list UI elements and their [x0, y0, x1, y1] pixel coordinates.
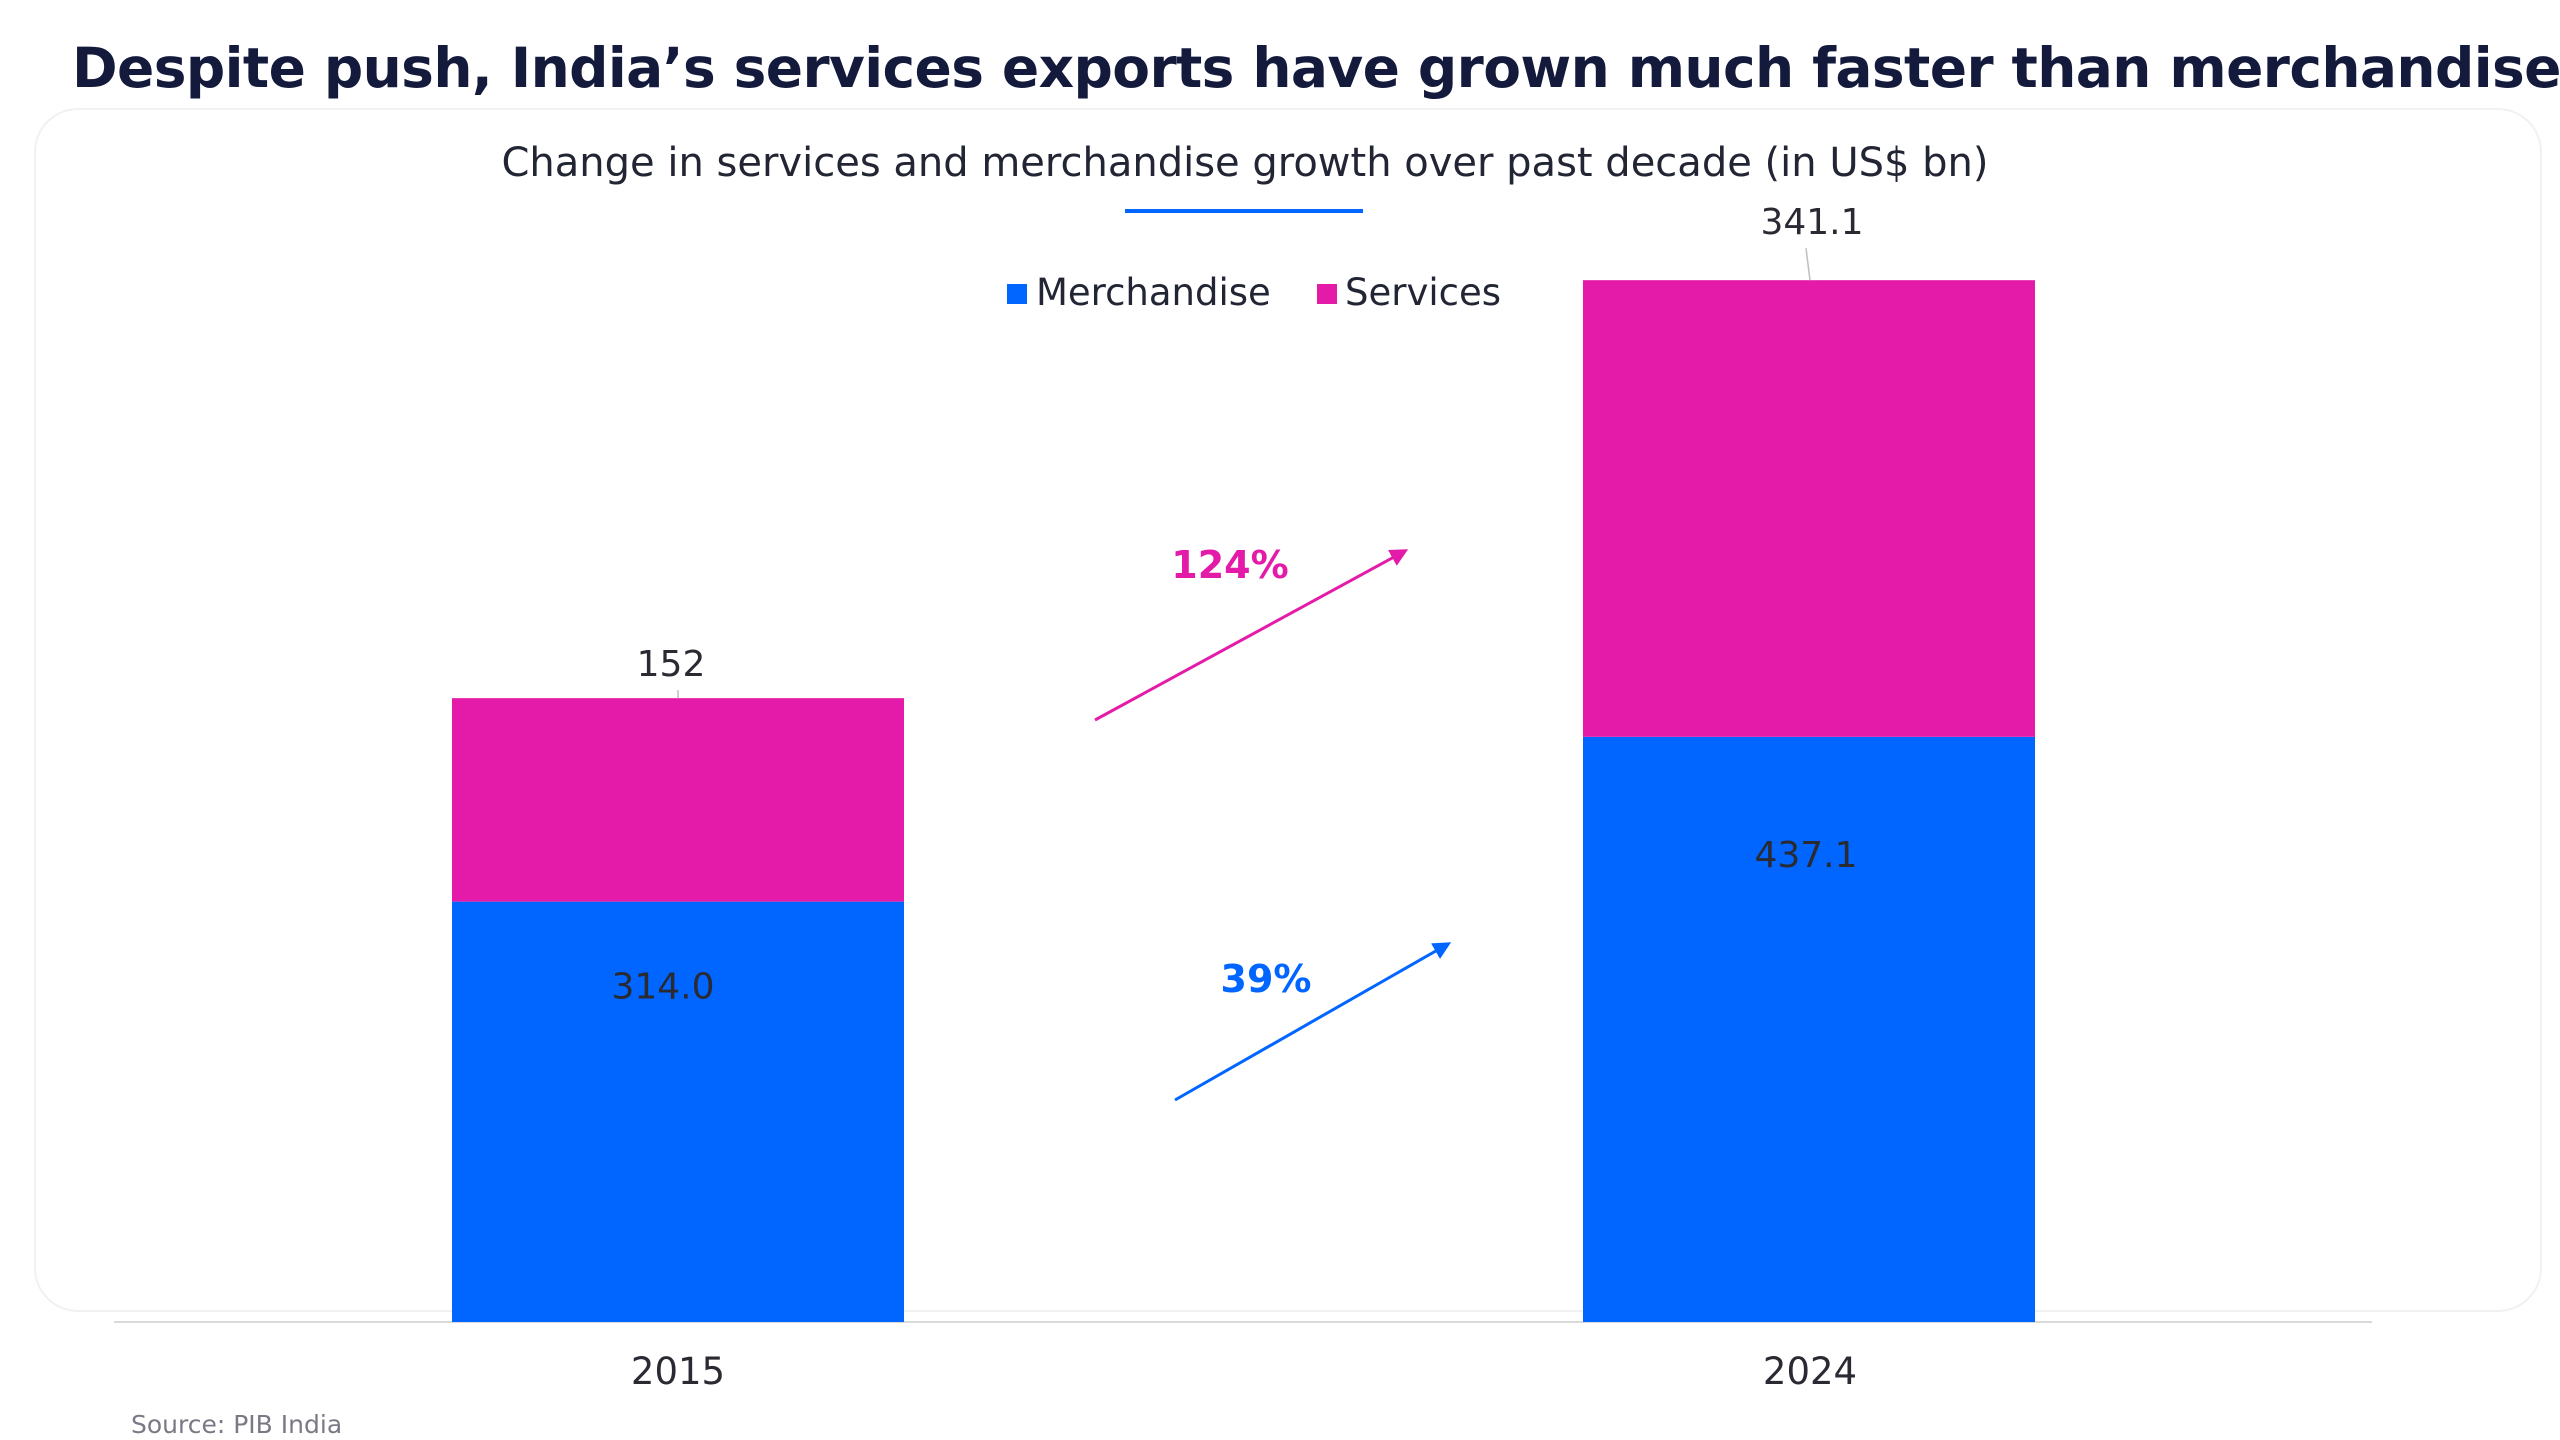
x-tick-label-2024: 2024 [1763, 1350, 1857, 1393]
services-growth-arrow [1094, 549, 1409, 722]
value-label-services-2024: 341.1 [1760, 202, 1863, 243]
bar-merchandise-2015 [452, 901, 904, 1322]
leader-line-2024 [1805, 248, 1811, 281]
services-growth-label: 124% [1171, 543, 1288, 587]
legend-swatch-merchandise [1007, 284, 1027, 304]
bar-services-2024 [1583, 280, 2035, 737]
legend-label-merchandise: Merchandise [1036, 271, 1271, 314]
value-label-services-2015: 152 [637, 644, 706, 685]
merchandise-growth-label: 39% [1221, 957, 1312, 1001]
bar-services-2015 [452, 698, 904, 902]
legend-label-services: Services [1345, 271, 1501, 314]
source-note: Source: PIB India [131, 1410, 343, 1439]
chart-title: Change in services and merchandise growt… [502, 140, 1989, 186]
value-label-merchandise-2024: 437.1 [1754, 835, 1857, 876]
bar-merchandise-2024 [1583, 736, 2035, 1322]
legend: Merchandise Services [1007, 271, 1501, 314]
legend-swatch-services [1317, 284, 1337, 304]
page-title: Despite push, India’s services exports h… [72, 36, 2560, 100]
value-label-merchandise-2015: 314.0 [611, 967, 714, 1008]
title-underline [1125, 209, 1363, 213]
x-tick-label-2015: 2015 [631, 1350, 725, 1393]
merchandise-growth-arrow [1174, 942, 1452, 1102]
